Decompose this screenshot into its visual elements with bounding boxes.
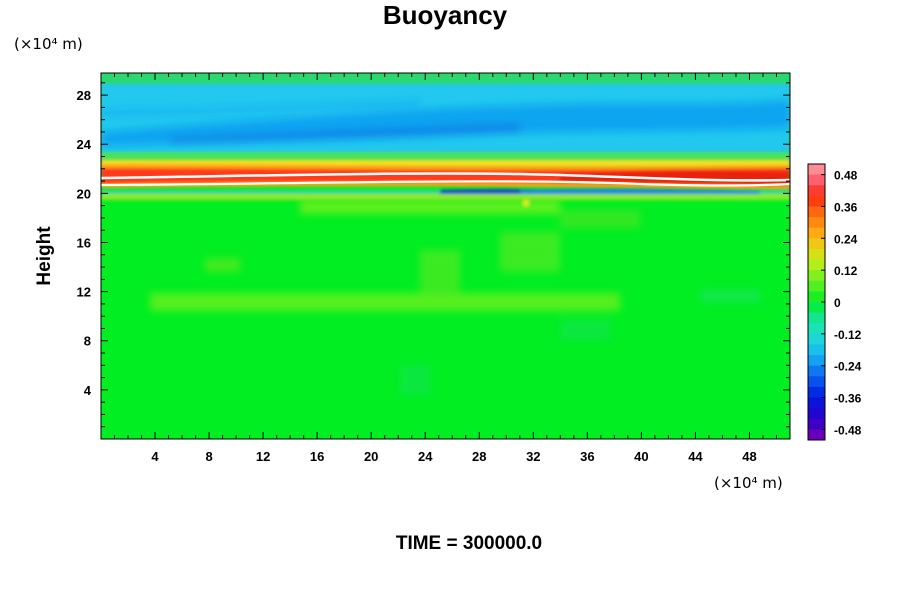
colorbar-segment [808, 408, 825, 420]
colorbar-segment [808, 365, 825, 377]
colorbar-segment [808, 174, 825, 186]
colorbar-tick-label: -0.48 [834, 423, 862, 437]
colorbar-segment [808, 270, 825, 282]
x-tick-label: 40 [634, 449, 648, 464]
x-tick-label: 24 [418, 449, 433, 464]
colorbar-segment [808, 164, 825, 176]
colorbar-tick-label: 0.48 [834, 169, 858, 183]
time-label: TIME = 300000.0 [396, 533, 542, 554]
x-axis-unit: (×10⁴ m) [714, 474, 783, 492]
colorbar-segment [808, 355, 825, 367]
colorbar-segment [808, 291, 825, 303]
x-tick-label: 8 [205, 449, 212, 464]
x-tick-label: 44 [688, 449, 703, 464]
colorbar-segment [808, 217, 825, 229]
colorbar-segment [808, 259, 825, 271]
colorbar-segment [808, 429, 825, 441]
x-tick-label: 48 [742, 449, 756, 464]
y-axis-unit: (×10⁴ m) [14, 35, 83, 53]
y-tick-label: 4 [84, 383, 92, 398]
colorbar-segment [808, 227, 825, 239]
colorbar-segment [808, 344, 825, 356]
y-axis-label: Height [34, 226, 55, 286]
x-tick-label: 4 [151, 449, 159, 464]
x-tick-label: 36 [580, 449, 594, 464]
x-tick-label: 12 [256, 449, 270, 464]
colorbar-segment [808, 312, 825, 324]
heatmap-field [101, 73, 790, 439]
y-tick-label: 16 [77, 235, 91, 250]
x-axis-ticks: 4 8 12 16 20 24 28 32 36 40 44 48 [114, 73, 791, 464]
colorbar-segment [808, 238, 825, 250]
colorbar-tick-label: 0.24 [834, 232, 858, 246]
y-tick-label: 24 [77, 137, 92, 152]
chart-title: Buoyancy [383, 0, 508, 30]
plot-frame [100, 72, 791, 440]
colorbar-tick-label: 0.12 [834, 264, 858, 278]
colorbar: 0.48 0.36 0.24 0.12 0 -0.12 -0.24 -0.36 -0.48 [807, 163, 862, 441]
colorbar-segment [808, 248, 825, 261]
colorbar-tick-label: -0.36 [834, 392, 862, 406]
colorbar-segment [808, 376, 825, 388]
colorbar-segment [808, 206, 825, 218]
colorbar-segment [808, 323, 825, 335]
colorbar-tick-label: 0.36 [834, 200, 858, 214]
colorbar-segment [808, 280, 825, 292]
x-tick-label: 28 [472, 449, 486, 464]
colorbar-segment [808, 185, 825, 197]
y-tick-label: 8 [84, 334, 91, 349]
colorbar-tick-label: -0.12 [834, 328, 862, 342]
y-tick-label: 28 [77, 88, 91, 103]
x-tick-label: 16 [310, 449, 324, 464]
colorbar-tick-label: 0 [834, 296, 841, 310]
y-axis-ticks: 4 8 12 16 20 24 28 [77, 82, 790, 428]
y-tick-label: 12 [77, 285, 91, 300]
colorbar-segment [808, 333, 825, 345]
colorbar-segment [808, 386, 825, 399]
colorbar-segment [808, 195, 825, 207]
colorbar-segment [808, 418, 825, 430]
colorbar-tick-label: -0.24 [834, 360, 862, 374]
x-tick-label: 20 [364, 449, 378, 464]
colorbar-segment [808, 397, 825, 409]
colorbar-segment [808, 302, 825, 314]
x-tick-label: 32 [526, 449, 540, 464]
y-tick-label: 20 [77, 186, 91, 201]
